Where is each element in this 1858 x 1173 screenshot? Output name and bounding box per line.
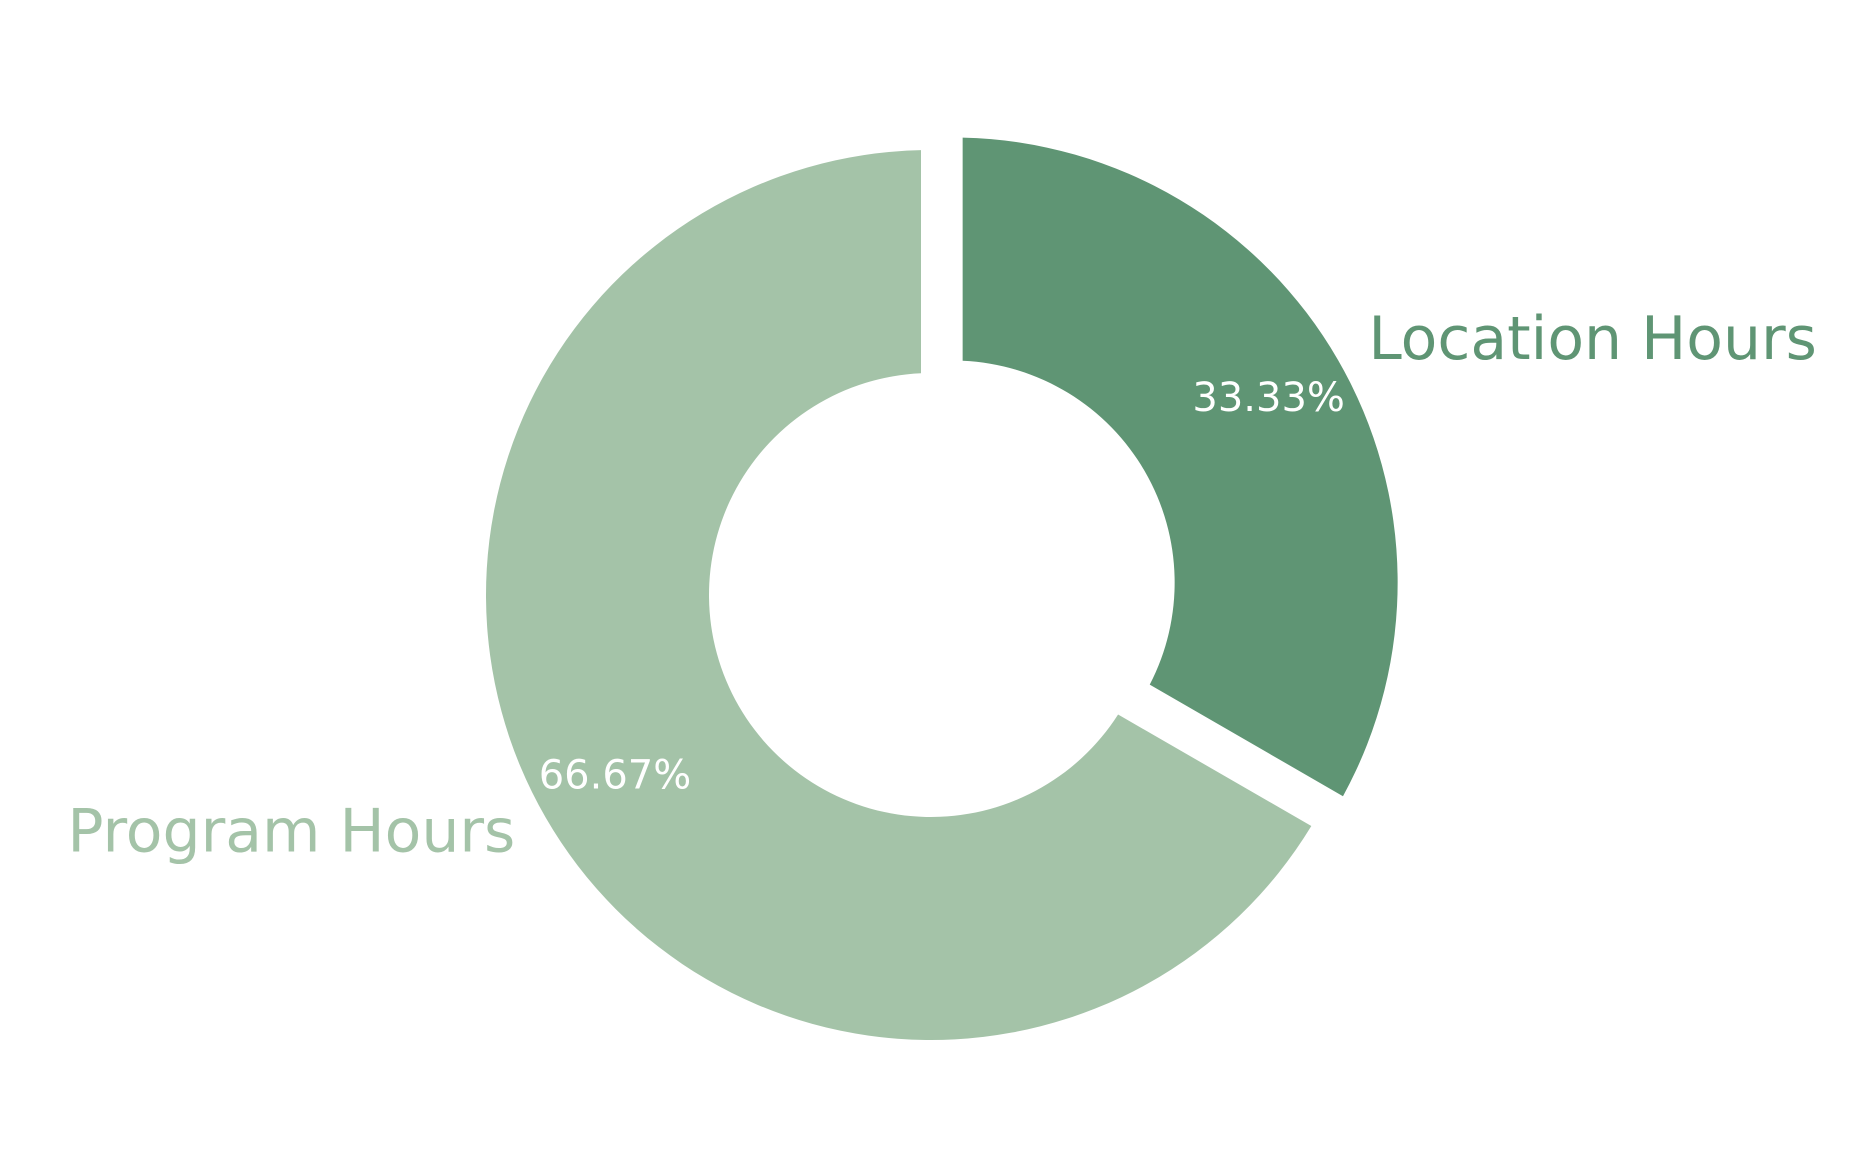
- slice-value-label-program-hours: 66.67%: [539, 752, 692, 798]
- slice-category-label-location-hours: Location Hours: [1368, 304, 1817, 374]
- slice-program-hours: [486, 150, 1312, 1040]
- slices-layer: [486, 137, 1398, 1040]
- slice-category-label-program-hours: Program Hours: [67, 797, 515, 867]
- slice-value-label-location-hours: 33.33%: [1192, 375, 1345, 421]
- slice-location-hours: [962, 137, 1398, 797]
- labels-layer: 33.33% Location Hours 66.67% Program Hours: [67, 304, 1817, 867]
